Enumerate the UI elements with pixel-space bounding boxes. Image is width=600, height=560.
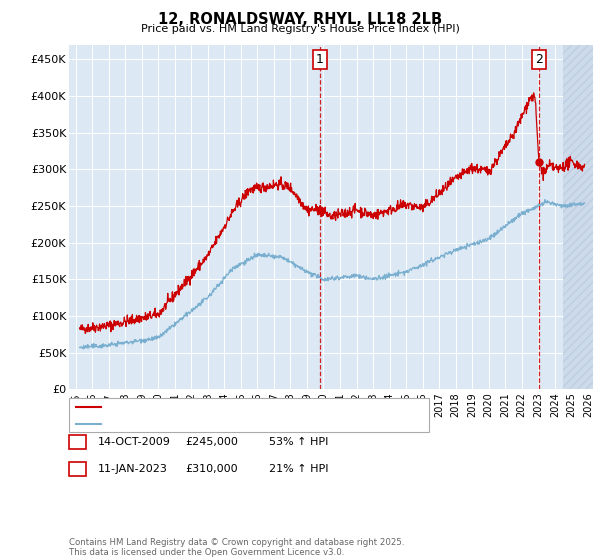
Text: 1: 1 <box>316 53 324 66</box>
Text: £245,000: £245,000 <box>185 437 238 447</box>
Text: 2: 2 <box>535 53 543 66</box>
Text: 2: 2 <box>74 464 81 474</box>
Bar <box>563 45 593 389</box>
Text: 14-OCT-2009: 14-OCT-2009 <box>98 437 170 447</box>
Text: 12, RONALDSWAY, RHYL, LL18 2LB: 12, RONALDSWAY, RHYL, LL18 2LB <box>158 12 442 27</box>
Bar <box>563 45 593 389</box>
Text: Price paid vs. HM Land Registry's House Price Index (HPI): Price paid vs. HM Land Registry's House … <box>140 24 460 34</box>
Text: 12, RONALDSWAY, RHYL, LL18 2LB (detached house): 12, RONALDSWAY, RHYL, LL18 2LB (detached… <box>107 402 371 412</box>
Text: 21% ↑ HPI: 21% ↑ HPI <box>269 464 328 474</box>
Text: 53% ↑ HPI: 53% ↑ HPI <box>269 437 328 447</box>
Text: £310,000: £310,000 <box>185 464 238 474</box>
Text: Contains HM Land Registry data © Crown copyright and database right 2025.
This d: Contains HM Land Registry data © Crown c… <box>69 538 404 557</box>
Text: 11-JAN-2023: 11-JAN-2023 <box>98 464 167 474</box>
Text: HPI: Average price, detached house, Denbighshire: HPI: Average price, detached house, Denb… <box>107 419 358 428</box>
Text: 1: 1 <box>74 437 81 447</box>
